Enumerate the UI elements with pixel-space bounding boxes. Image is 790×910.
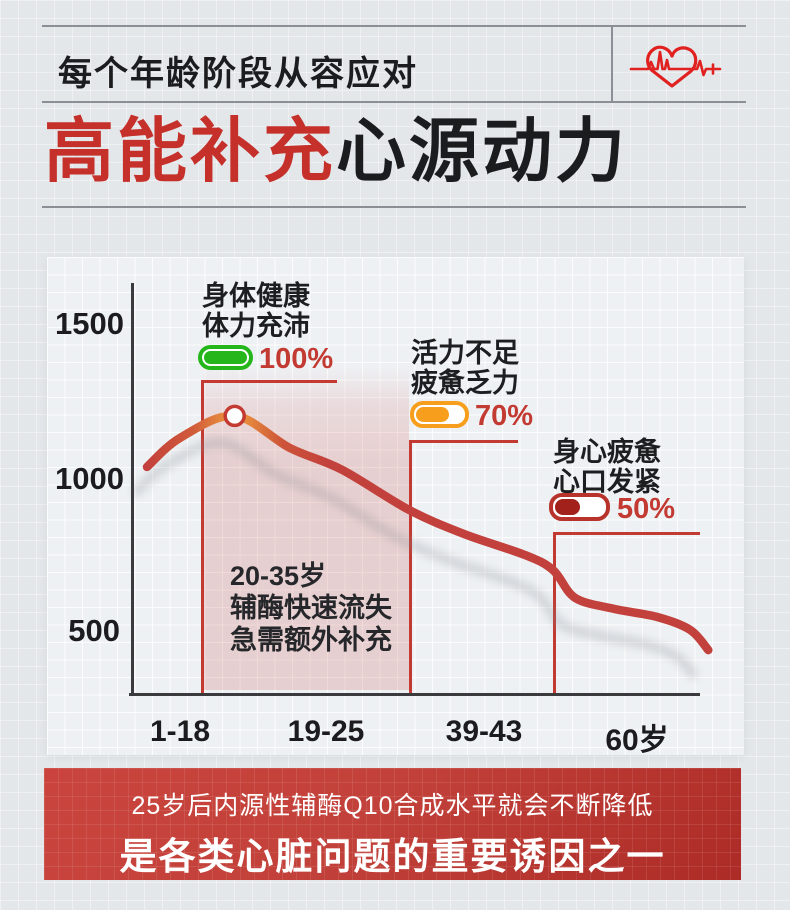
- heart-ecg-icon: [627, 35, 727, 95]
- page-title-highlight: 高能补充: [44, 112, 336, 190]
- page-title-rest: 心源动力: [336, 112, 628, 190]
- x-axis: [129, 693, 700, 696]
- divider-top: [42, 25, 746, 27]
- header-divider: [611, 25, 613, 103]
- bottom-banner: 25岁后内源性辅酶Q10合成水平就会不断降低 是各类心脏问题的重要诱因之一: [44, 768, 741, 880]
- annotation-exhausted: 身心疲惫 心口发紧: [553, 437, 661, 497]
- percent-50: 50%: [617, 493, 676, 525]
- peak-marker-dot: [223, 404, 246, 428]
- banner-line1: 25岁后内源性辅酶Q10合成水平就会不断降低: [131, 792, 654, 820]
- coq10-curve: [130, 404, 713, 681]
- y-tick-1000: 1000: [55, 461, 124, 496]
- curve-shadow: [130, 438, 699, 681]
- region-note-line3: 急需额外补充: [230, 625, 392, 655]
- capsule-gauge-100: [198, 345, 253, 370]
- y-axis: [131, 283, 134, 693]
- annotation-exhausted-line2: 心口发紧: [553, 467, 661, 497]
- annotation-exhausted-line1: 身心疲惫: [553, 437, 661, 467]
- chart-card: 1500 1000 500 1-18 19-25 39-43 60岁 身体健康 …: [47, 257, 744, 757]
- annotation-healthy-line2: 体力充沛: [202, 311, 310, 341]
- page-title: 高能补充心源动力: [44, 114, 628, 188]
- x-tick-60: 60岁: [605, 724, 669, 757]
- marker-hline-3: [553, 532, 700, 535]
- x-tick-39-43: 39-43: [445, 715, 523, 748]
- divider-low: [42, 206, 746, 208]
- divider-mid: [42, 101, 746, 103]
- annotation-tired: 活力不足 疲惫乏力: [411, 338, 519, 398]
- marker-hline-1: [201, 380, 337, 383]
- capsule-gauge-70: [410, 401, 469, 428]
- region-note-line1: 20-35岁: [230, 561, 327, 591]
- y-tick-1500: 1500: [55, 306, 124, 341]
- y-tick-500: 500: [68, 613, 120, 648]
- percent-70: 70%: [475, 400, 534, 432]
- header-subtitle: 每个年龄阶段从容应对: [58, 55, 418, 93]
- capsule-gauge-50: [549, 493, 610, 521]
- marker-hline-2: [409, 440, 518, 443]
- annotation-healthy: 身体健康 体力充沛: [202, 281, 310, 341]
- percent-100: 100%: [259, 343, 334, 375]
- marker-vline-2: [409, 440, 412, 693]
- region-note-line2: 辅酶快速流失: [230, 593, 392, 623]
- annotation-healthy-line1: 身体健康: [202, 281, 310, 311]
- annotation-tired-line1: 活力不足: [411, 338, 519, 368]
- region-note: 20-35岁 辅酶快速流失 急需额外补充: [230, 560, 392, 656]
- marker-vline-1: [201, 380, 204, 693]
- x-tick-19-25: 19-25: [287, 715, 365, 748]
- x-tick-1-18: 1-18: [149, 715, 211, 748]
- banner-line2: 是各类心脏问题的重要诱因之一: [119, 836, 666, 877]
- annotation-tired-line2: 疲惫乏力: [411, 368, 519, 398]
